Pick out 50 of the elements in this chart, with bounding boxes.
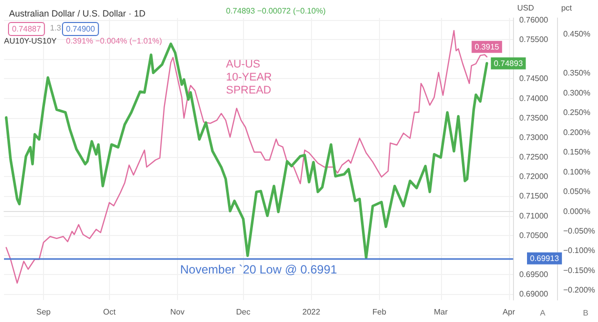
series-label: AU-US 10-YEAR SPREAD [226,58,272,96]
y-tick-label: 0.76000 [519,15,549,24]
y2-tick-label: 0.350% [563,68,590,78]
y-tick-label: 0.73000 [519,132,549,142]
y2-tick-label: 0.100% [563,167,590,176]
x-tick-label: Apr [502,308,516,316]
annotation: 0.74887 [12,24,42,34]
y-tick-label: 0.72000 [519,172,549,182]
y-axis-title: USD [517,4,534,12]
x-tick-label: Sep [36,308,52,316]
y2-tick-label: 0.300% [563,88,590,98]
y2-tick-label: −0.200% [563,286,596,295]
data-label: 0.3915 [474,42,500,52]
y2-axis-title: pct [561,4,573,12]
x-tick-label: Mar [434,308,448,316]
y-tick-label: 0.71000 [519,211,549,220]
x-tick-label: 2022 [302,308,321,316]
text: A [540,308,546,318]
y-tick-label: 0.70500 [519,230,549,240]
y-tick-label: 0.69000 [519,290,549,299]
y2-tick-label: −0.050% [563,226,596,236]
y2-tick-label: 0.000% [563,206,590,216]
annotation: 0.74900 [66,24,96,34]
y2-tick-label: 0.250% [563,108,590,118]
text: 0.74893 −0.00072 (−0.10%) [226,6,326,16]
chart-title: Australian Dollar / U.S. Dollar · 1D [9,8,146,18]
y-tick-label: 0.73500 [519,113,549,122]
x-tick-label: Dec [236,308,250,316]
y-tick-label: 0.74000 [519,94,549,103]
x-tick-label: Nov [170,308,185,316]
annotation: 1.3 [50,24,62,32]
y-tick-label: 0.71500 [519,192,549,201]
text: B [583,308,588,318]
y2-tick-label: 0.050% [563,187,590,196]
data-label: 0.74893 [494,58,524,68]
y-tick-label: 0.69500 [519,270,549,280]
y2-tick-label: 0.200% [563,128,590,137]
x-tick-label: Oct [103,308,116,316]
y2-tick-label: 0.450% [563,29,590,38]
y-tick-label: 0.74500 [519,74,549,84]
annotation: AU10Y-US10Y [4,36,58,46]
y2-tick-label: −0.150% [563,266,596,275]
text: 0.69913 [530,254,560,263]
y-tick-label: 0.72500 [519,152,549,162]
y-tick-label: 0.75500 [519,35,549,44]
ref-line-label: November `20 Low @ 0.6991 [180,262,338,276]
annotation: 0.391% −0.004% (−1.01%) [66,36,162,46]
y2-tick-label: 0.150% [563,148,590,157]
x-tick-label: Feb [372,308,387,316]
y2-tick-label: −0.100% [563,246,596,256]
